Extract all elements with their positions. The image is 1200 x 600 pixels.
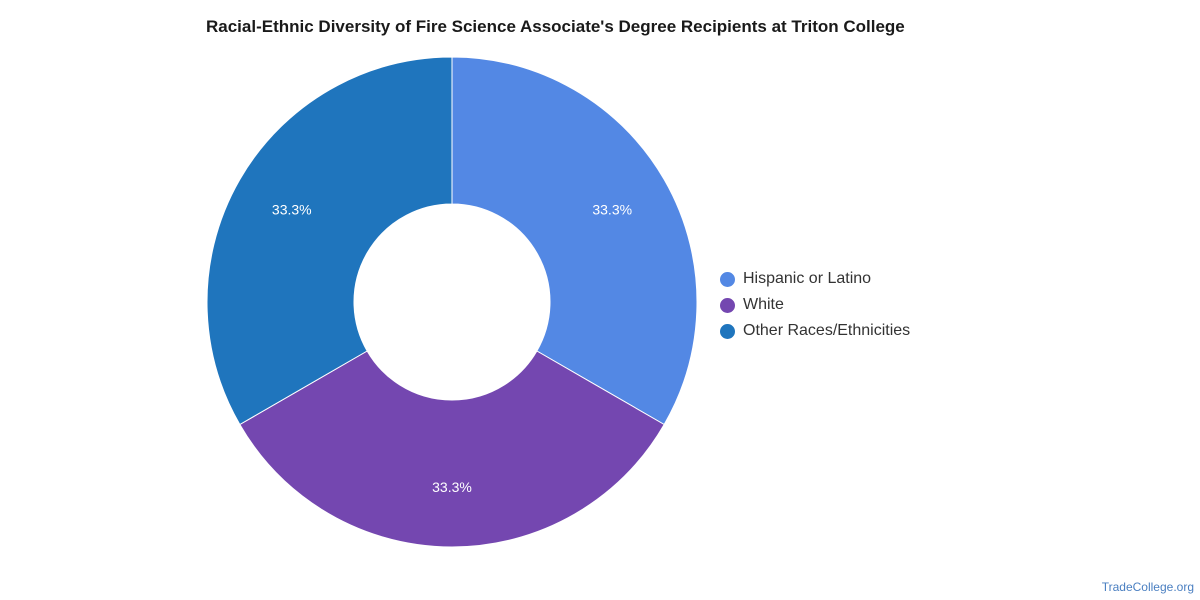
slice-hispanic-or-latino[interactable] [451, 56, 698, 426]
legend-swatch [720, 297, 735, 313]
legend-swatch [720, 323, 735, 339]
slice-value-label: 33.3% [592, 202, 632, 218]
chart-legend: Hispanic or Latino White Other Races/Eth… [720, 266, 910, 344]
legend-item-other[interactable]: Other Races/Ethnicities [720, 318, 910, 344]
legend-label: Other Races/Ethnicities [743, 322, 911, 339]
slice-other-races-ethnicities[interactable] [206, 56, 453, 426]
legend-item-hispanic[interactable]: Hispanic or Latino [720, 266, 910, 292]
legend-item-white[interactable]: White [720, 292, 910, 318]
slice-value-label: 33.3% [432, 479, 472, 495]
legend-swatch [720, 271, 735, 287]
legend-label: Hispanic or Latino [743, 270, 872, 287]
legend-label: White [743, 296, 784, 313]
watermark[interactable]: TradeCollege.org [1101, 580, 1194, 594]
slice-value-label: 33.3% [272, 202, 312, 218]
slice-white[interactable] [239, 350, 665, 548]
chart-title: Racial-Ethnic Diversity of Fire Science … [206, 17, 905, 36]
